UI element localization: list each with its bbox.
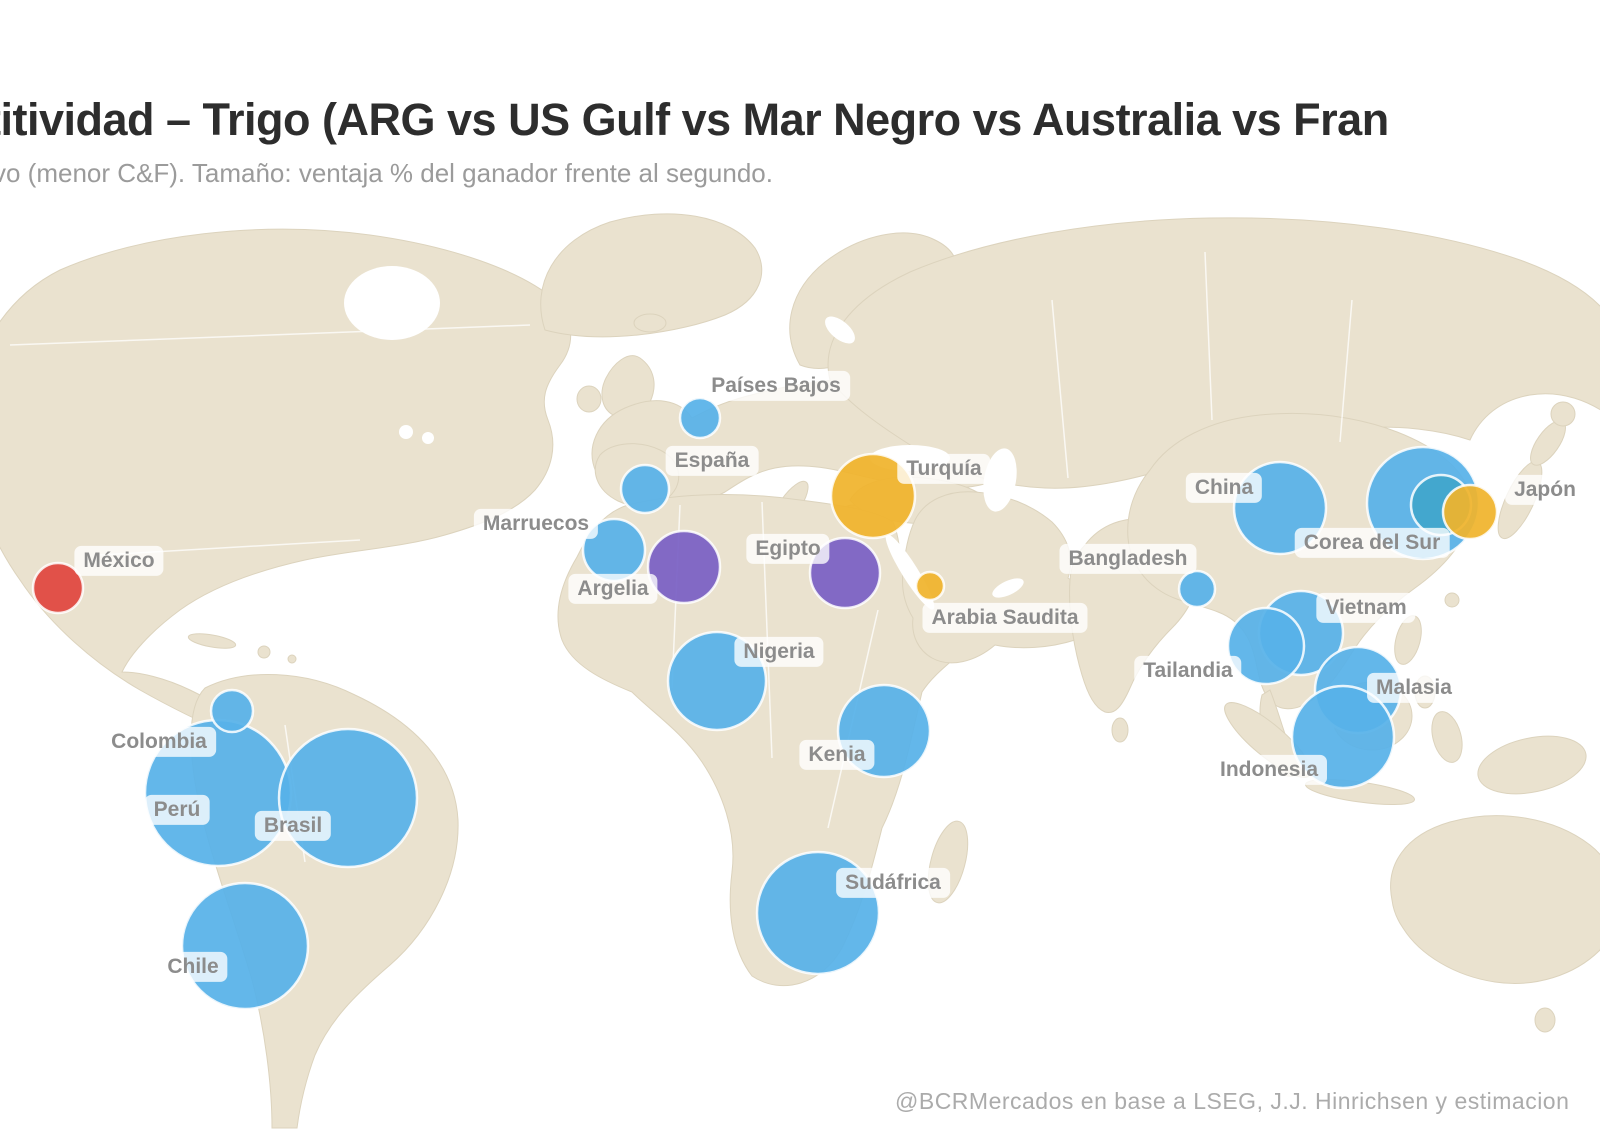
country-label-peru: Perú	[144, 794, 210, 826]
country-label-arabia-saudita: Arabia Saudita	[922, 602, 1088, 634]
landmass-tasmania	[1534, 1007, 1556, 1033]
country-label-bangladesh: Bangladesh	[1059, 543, 1197, 575]
bubble-tailandia	[1226, 606, 1306, 686]
attribution-text: @BCRMercados en base a LSEG, J.J. Hinric…	[895, 1088, 1570, 1114]
bubble-paises-bajos	[678, 396, 722, 440]
landmass-sri-lanka	[1111, 717, 1129, 743]
sea-great-lake-1	[399, 425, 413, 439]
country-label-chile: Chile	[158, 951, 228, 983]
country-label-nigeria: Nigeria	[734, 636, 824, 668]
country-label-espana: España	[665, 445, 759, 477]
landmass-hispaniola	[257, 645, 271, 659]
country-label-vietnam: Vietnam	[1316, 592, 1416, 624]
bubble-bangladesh	[1177, 569, 1217, 609]
country-label-marruecos: Marruecos	[473, 508, 599, 540]
sea-persian-gulf	[992, 578, 1024, 598]
sea-great-lake-2	[422, 432, 434, 444]
landmass-australia	[1390, 815, 1600, 984]
country-label-egipto: Egipto	[746, 533, 830, 565]
country-label-malasia: Malasia	[1367, 672, 1461, 704]
bubble-turquia	[829, 452, 917, 540]
bubble-mexico	[31, 561, 85, 615]
bubble-japon	[1441, 483, 1499, 541]
sea-hudson-bay	[344, 266, 440, 340]
landmass-ireland	[576, 385, 602, 413]
landmass-hokkaido	[1550, 401, 1576, 427]
landmass-sulawesi	[1431, 711, 1463, 763]
country-label-japon: Japón	[1505, 474, 1585, 506]
country-label-argelia: Argelia	[568, 573, 658, 605]
landmass-iceland	[633, 313, 667, 333]
country-label-tailandia: Tailandia	[1134, 655, 1242, 687]
country-label-sudafrica: Sudáfrica	[836, 867, 950, 899]
landmass-russia	[827, 217, 1600, 489]
sea-caspian	[983, 448, 1017, 512]
landmass-new-guinea	[1477, 735, 1587, 795]
country-label-paises-bajos: Países Bajos	[702, 370, 850, 402]
sea-baltic	[825, 316, 855, 344]
page-title: titividad – Trigo (ARG vs US Gulf vs Mar…	[0, 94, 1389, 145]
landmass-north-america	[0, 228, 572, 738]
bubble-argelia	[646, 529, 722, 605]
country-label-turquia: Turquía	[897, 453, 991, 485]
landmass-greenland	[540, 213, 763, 338]
country-label-colombia: Colombia	[102, 726, 216, 758]
country-label-brasil: Brasil	[254, 810, 332, 842]
landmass-puerto-rico	[287, 654, 297, 664]
bubble-espana	[619, 463, 671, 515]
country-label-indonesia: Indonesia	[1210, 754, 1328, 786]
landmass-cuba	[187, 633, 237, 649]
bubble-colombia	[209, 688, 255, 734]
country-label-china: China	[1185, 472, 1263, 504]
landmass-taiwan	[1444, 592, 1460, 608]
page-subtitle: vo (menor C&F). Tamaño: ventaja % del ga…	[0, 158, 773, 188]
country-label-kenia: Kenia	[799, 739, 875, 771]
country-label-corea-del-sur: Corea del Sur	[1294, 527, 1450, 559]
country-label-mexico: México	[74, 545, 164, 577]
bubble-layer	[31, 396, 1499, 1011]
bubble-arabia-saudita	[914, 570, 946, 602]
